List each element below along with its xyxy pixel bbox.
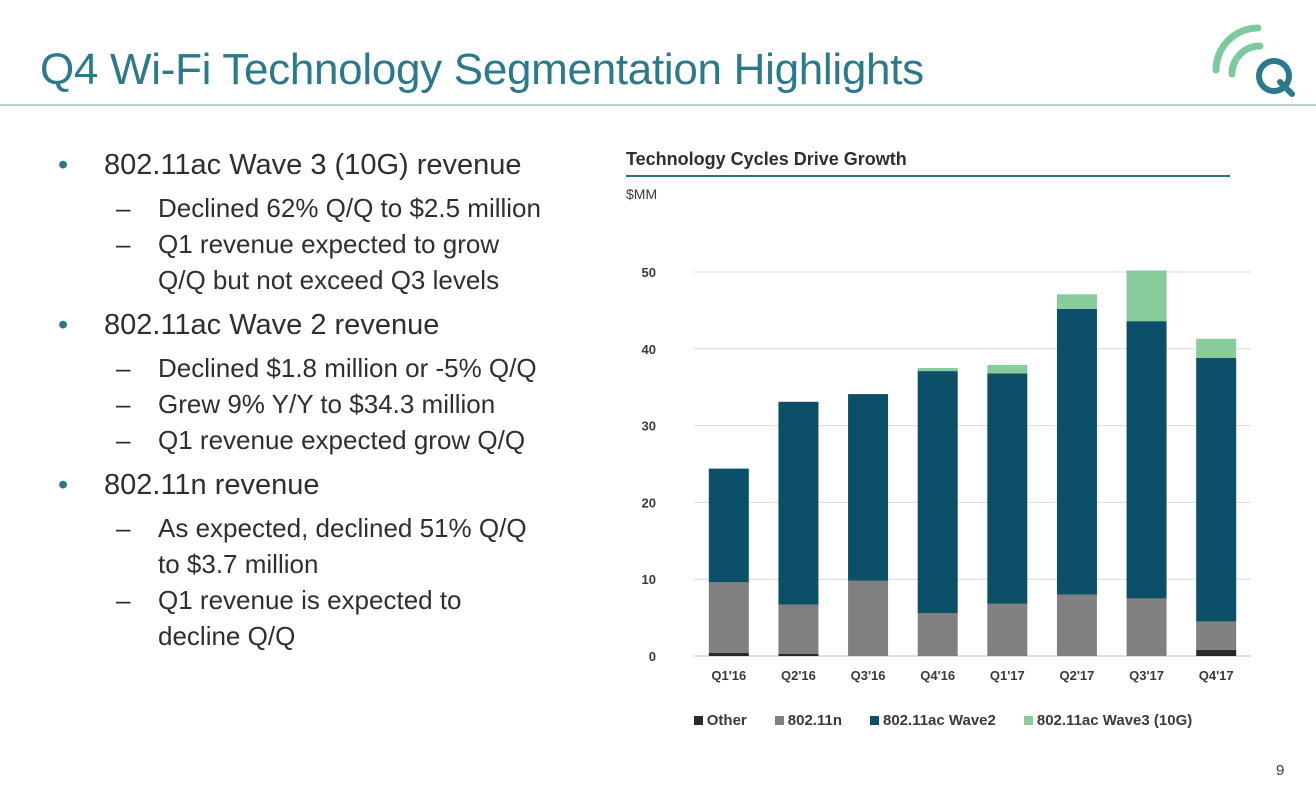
y-tick-label: 30	[642, 419, 656, 434]
bar-segment	[848, 394, 889, 581]
bar-segment	[917, 368, 958, 372]
legend-label: 802.11ac Wave3 (10G)	[1036, 712, 1193, 729]
bullet-dot: •	[58, 149, 69, 181]
slide-title: Q4 Wi-Fi Technology Segmentation Highlig…	[40, 45, 924, 94]
sub-bullet-text: Q1 revenue expected to grow	[158, 229, 500, 259]
bar-segment	[987, 364, 1028, 374]
bullet-dot: •	[58, 469, 69, 501]
bar-segment	[1056, 308, 1097, 595]
sub-bullet-item: – Grew 9% Y/Y to $34.3 million	[58, 386, 618, 422]
chart-unit-label: $MM	[626, 186, 658, 202]
y-tick-label: 0	[649, 649, 656, 664]
title-divider	[0, 104, 1316, 106]
sub-bullet-text: As expected, declined 51% Q/Q	[158, 513, 527, 543]
bullet-item: • 802.11ac Wave 3 (10G) revenue	[58, 148, 618, 182]
bar-segment	[1196, 358, 1237, 622]
bar-segment	[848, 580, 889, 656]
legend-swatch	[869, 716, 879, 725]
bar-segment	[1126, 270, 1167, 322]
sub-bullet-item: – Q1 revenue expected grow Q/Q	[58, 422, 618, 458]
bar-segment	[1126, 598, 1167, 656]
x-tick-label: Q1'17	[990, 668, 1025, 683]
y-tick-label: 20	[642, 495, 656, 510]
bar-segment	[778, 653, 819, 656]
legend-item: 802.11ac Wave2	[869, 712, 996, 729]
x-tick-label: Q1'16	[711, 668, 746, 683]
x-tick-label: Q2'16	[781, 668, 816, 683]
dash-mark: –	[116, 353, 131, 383]
bar-segment	[708, 582, 749, 653]
dash-mark: –	[116, 389, 131, 419]
bullet-item: • 802.11ac Wave 2 revenue	[58, 308, 618, 342]
legend-label: 802.11ac Wave2	[882, 712, 996, 729]
bullet-group-n: • 802.11n revenue – As expected, declined …	[58, 468, 618, 654]
page-number: 9	[1276, 762, 1285, 779]
legend-item: Other	[693, 712, 747, 729]
company-logo-icon	[1212, 24, 1295, 97]
y-tick-label: 50	[642, 265, 656, 280]
bar-segment	[1126, 321, 1167, 599]
sub-bullet-text: Declined $1.8 million or -5% Q/Q	[158, 353, 537, 383]
legend-swatch	[1023, 716, 1033, 725]
x-tick-label: Q4'17	[1199, 668, 1234, 683]
bar-segment	[987, 603, 1028, 656]
bar-segment	[1056, 594, 1097, 656]
sub-bullet-item: – Declined $1.8 million or -5% Q/Q	[58, 350, 618, 386]
bullet-text: 802.11ac Wave 3 (10G) revenue	[104, 149, 522, 181]
sub-bullet-text: Declined 62% Q/Q to $2.5 million	[158, 193, 541, 223]
sub-bullet-item: – Q1 revenue is expected to decline Q/Q	[58, 582, 618, 654]
bullet-item: • 802.11n revenue	[58, 468, 618, 502]
bar-segment	[1196, 649, 1237, 656]
legend-label: Other	[706, 712, 747, 729]
x-tick-label: Q3'16	[851, 668, 886, 683]
sub-bullet-text: decline Q/Q	[158, 621, 296, 651]
legend-item: 802.11ac Wave3 (10G)	[1023, 712, 1193, 729]
x-tick-label: Q3'17	[1129, 668, 1164, 683]
sub-bullet-item: – Q1 revenue expected to grow Q/Q but not …	[58, 226, 618, 298]
bar-segment	[778, 604, 819, 654]
chart-legend: Other 802.11n 802.11ac Wave2 802.11ac Wave3…	[626, 712, 1260, 729]
sub-bullet-text: to $3.7 million	[158, 549, 319, 579]
bar-segment	[917, 612, 958, 656]
x-tick-label: Q2'17	[1059, 668, 1094, 683]
bullet-dot: •	[58, 309, 69, 341]
dash-mark: –	[116, 229, 131, 259]
sub-bullet-text: Q1 revenue is expected to	[158, 585, 462, 615]
chart-title: Technology Cycles Drive Growth	[626, 149, 907, 169]
bullet-text: 802.11ac Wave 2 revenue	[104, 309, 440, 341]
bullet-group-wave2: • 802.11ac Wave 2 revenue – Declined $1.8 …	[58, 308, 618, 458]
bar-segment	[1196, 621, 1237, 650]
legend-label: 802.11n	[787, 712, 842, 729]
legend-swatch	[693, 716, 703, 725]
y-tick-label: 10	[642, 572, 656, 587]
sub-bullet-item: – As expected, declined 51% Q/Q to $3.7 mi…	[58, 510, 618, 582]
bullet-list: • 802.11ac Wave 3 (10G) revenue – Declined…	[58, 148, 618, 664]
bar-segment	[708, 652, 749, 656]
chart-title-divider	[626, 175, 1230, 177]
sub-bullet-item: – Declined 62% Q/Q to $2.5 million	[58, 190, 618, 226]
bar-segment	[987, 373, 1028, 604]
bullet-group-wave3: • 802.11ac Wave 3 (10G) revenue – Declined…	[58, 148, 618, 298]
bullet-text: 802.11n revenue	[104, 469, 320, 501]
bar-segment	[1056, 294, 1097, 309]
sub-bullet-text: Q/Q but not exceed Q3 levels	[158, 265, 500, 295]
sub-bullet-text: Q1 revenue expected grow Q/Q	[158, 425, 526, 455]
dash-mark: –	[116, 425, 131, 455]
y-tick-label: 40	[642, 342, 656, 357]
bar-segment	[917, 371, 958, 613]
dash-mark: –	[116, 585, 131, 615]
bar-segment	[778, 401, 819, 605]
sub-bullet-text: Grew 9% Y/Y to $34.3 million	[158, 389, 496, 419]
legend-item: 802.11n	[774, 712, 842, 729]
dash-mark: –	[116, 193, 131, 223]
bar-segment	[1196, 338, 1237, 359]
stacked-bar-chart: 0 10 20 30 40 50 Q1'16 Q2'16 Q3'16 Q4'16 Q1'17 Q2'1…	[642, 265, 1251, 683]
legend-swatch	[774, 716, 784, 725]
bar-segment	[708, 468, 749, 583]
x-tick-label: Q4'16	[920, 668, 955, 683]
dash-mark: –	[116, 513, 131, 543]
